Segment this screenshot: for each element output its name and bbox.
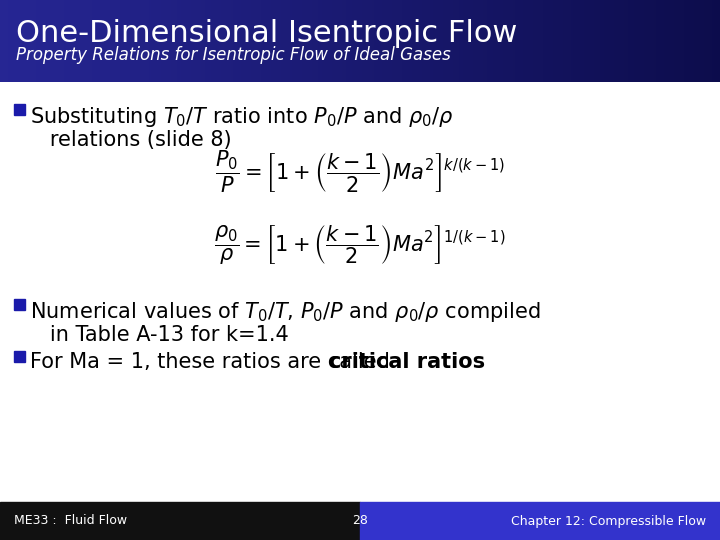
Text: Substituting $T_0/T$ ratio into $P_0/P$ and $\rho_0/\rho$: Substituting $T_0/T$ ratio into $P_0/P$ …	[30, 105, 454, 129]
Bar	[14, 299, 25, 309]
Text: For Ma = 1, these ratios are called: For Ma = 1, these ratios are called	[30, 352, 397, 372]
Bar	[0, 502, 360, 540]
Bar	[14, 104, 25, 114]
Text: Chapter 12: Compressible Flow: Chapter 12: Compressible Flow	[511, 515, 706, 528]
Bar	[0, 82, 720, 502]
Text: Property Relations for Isentropic Flow of Ideal Gases: Property Relations for Isentropic Flow o…	[16, 46, 451, 64]
Bar	[14, 350, 25, 361]
Text: $\dfrac{P_0}{P} = \left[1 + \left(\dfrac{k-1}{2}\right)Ma^2\right]^{k/(k-1)}$: $\dfrac{P_0}{P} = \left[1 + \left(\dfrac…	[215, 149, 505, 195]
Text: relations (slide 8): relations (slide 8)	[30, 130, 232, 150]
Bar	[360, 502, 720, 540]
Text: ME33 :  Fluid Flow: ME33 : Fluid Flow	[14, 515, 127, 528]
Text: 28: 28	[352, 515, 368, 528]
Text: One-Dimensional Isentropic Flow: One-Dimensional Isentropic Flow	[16, 19, 518, 48]
Text: in Table A-13 for k=1.4: in Table A-13 for k=1.4	[30, 325, 289, 345]
Text: $\dfrac{\rho_0}{\rho} = \left[1 + \left(\dfrac{k-1}{2}\right)Ma^2\right]^{1/(k-1: $\dfrac{\rho_0}{\rho} = \left[1 + \left(…	[215, 224, 505, 267]
Text: critical ratios: critical ratios	[329, 352, 485, 372]
Text: Numerical values of $T_0/T$, $P_0/P$ and $\rho_0/\rho$ compiled: Numerical values of $T_0/T$, $P_0/P$ and…	[30, 300, 541, 324]
